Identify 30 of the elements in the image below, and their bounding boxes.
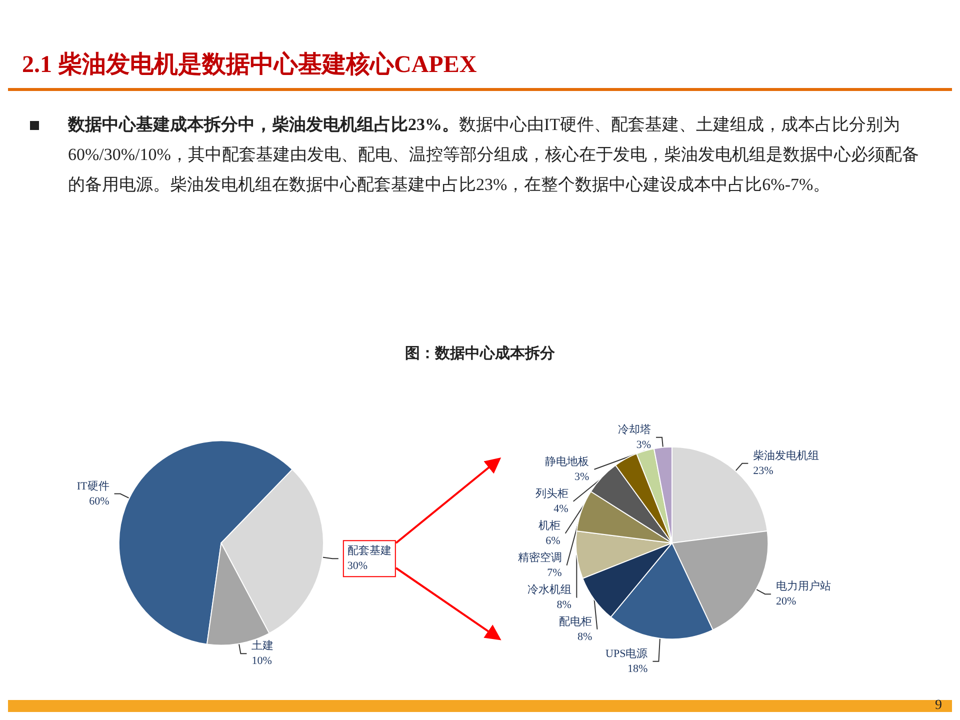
slice-label: 列头柜: [535, 486, 568, 500]
slice-label: 柴油发电机组: [753, 448, 820, 462]
slice-label: 土建: [252, 639, 274, 652]
data-label: 3%: [636, 438, 652, 451]
data-label: 7%: [547, 566, 562, 579]
slice-label: IT硬件: [76, 480, 110, 492]
slice-label: 静电地板: [545, 454, 590, 468]
slice-label: 冷却塔: [618, 422, 652, 436]
slice-label: 机柜: [538, 520, 560, 532]
data-label: 3%: [574, 470, 590, 483]
data-label: 30%: [347, 560, 368, 572]
text: 9: [935, 698, 942, 714]
data-label: 23%: [753, 464, 774, 477]
data-label: 18%: [628, 662, 648, 675]
data-label: 6%: [546, 534, 560, 547]
data-label: 60%: [89, 495, 110, 508]
text: 图：数据中心成本拆分: [404, 344, 556, 363]
data-label: 8%: [556, 598, 572, 611]
slice-label: 配电柜: [559, 614, 592, 628]
slice-label: 配套基建: [347, 544, 392, 558]
data-label: 10%: [252, 655, 272, 668]
data-label: 8%: [578, 630, 592, 643]
slice-label: 冷水机组: [527, 582, 572, 596]
slice-label: 电力用户站: [776, 580, 831, 593]
data-label: 20%: [776, 596, 796, 608]
text: 数据中心基建成本拆分中，柴油发电机组占比23%。: [68, 115, 459, 134]
text: 2.1 柴油发电机是数据中心基建核心CAPEX: [22, 50, 477, 80]
slice-label: UPS电源: [606, 646, 648, 660]
data-label: 4%: [554, 502, 568, 515]
slice-label: 精密空调: [518, 550, 562, 564]
